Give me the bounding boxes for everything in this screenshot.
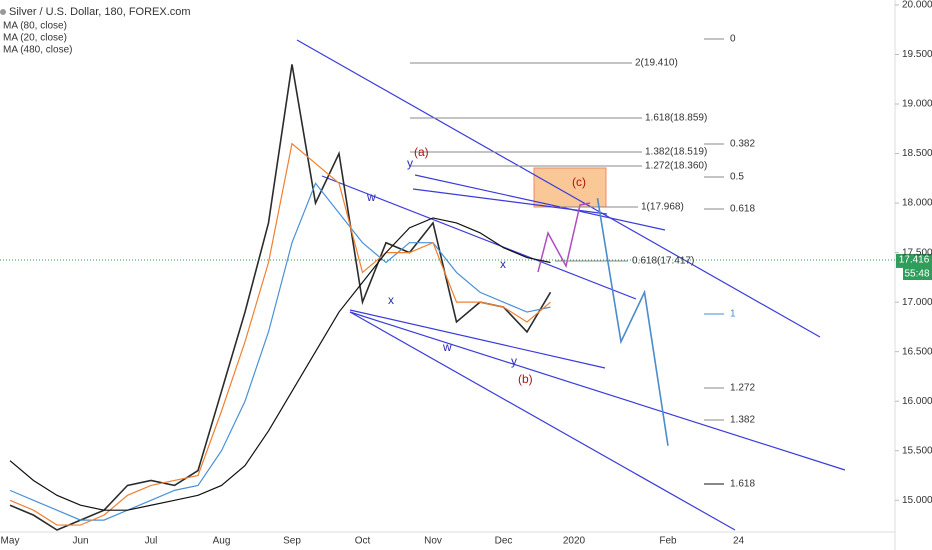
y-tick-label: 17.000 (902, 297, 932, 308)
series-line (9, 217, 551, 511)
trend-line (349, 311, 736, 531)
price-tag-label: 17.416 (899, 255, 930, 266)
trend-line (349, 311, 846, 471)
y-tick-label: 20.000 (902, 0, 932, 11)
wave-label: (b) (518, 372, 533, 386)
fib-label: 0.618(17.417) (632, 256, 694, 267)
wave-label: w (366, 190, 376, 204)
x-tick-label: May (1, 536, 20, 547)
fib-label: 1.618 (730, 479, 755, 490)
trend-line (296, 39, 821, 338)
wave-label: x (388, 293, 394, 307)
y-tick-label: 15.000 (902, 495, 932, 506)
wave-label: (a) (414, 145, 429, 159)
x-tick-label: 2020 (563, 536, 586, 547)
series-line (9, 142, 551, 526)
fib-labels: 2(19.410) 1.618(18.859) 1.382(18.519) 1.… (632, 34, 755, 490)
y-tick-label: 16.500 (902, 346, 932, 357)
y-tick-label: 18.000 (902, 198, 932, 209)
x-tick-label: Nov (424, 536, 442, 547)
series-line (9, 64, 552, 531)
x-tick-label: Jul (145, 536, 158, 547)
series-line (596, 198, 669, 446)
trend-line (321, 175, 637, 300)
y-tick-label: 16.000 (902, 396, 932, 407)
chart-title: Silver / U.S. Dollar, 180, FOREX.com (9, 6, 191, 18)
x-tick-label: Oct (355, 536, 371, 547)
fib-label: 1.382(18.519) (645, 147, 707, 158)
x-tick-label: 24 (733, 536, 745, 547)
trend-line (412, 188, 608, 215)
target-box (533, 167, 607, 208)
wave-label: w (442, 340, 452, 354)
fib-label: 1.618(18.859) (645, 113, 707, 124)
wave-labels: (a) y w x w x y (b) (c) (366, 145, 586, 386)
trend-line (349, 309, 606, 369)
countdown-label: 55:48 (904, 269, 929, 280)
legend-entry: MA (480, close) (3, 45, 72, 56)
x-tick-label: Dec (495, 536, 513, 547)
x-tick-label: Aug (213, 536, 231, 547)
trend-line (414, 174, 666, 231)
fib-label: 0.618 (730, 204, 755, 215)
countdown-tag (903, 267, 932, 280)
x-tick-label: Feb (659, 536, 677, 547)
x-tick-label: Jun (72, 536, 88, 547)
y-tick-label: 18.500 (902, 148, 932, 159)
fib-label: 1.272(18.360) (645, 161, 707, 172)
fib-label: 2(19.410) (635, 58, 678, 69)
wave-label: (c) (572, 175, 586, 189)
fib-label: 0.382 (730, 139, 755, 150)
fib-label: 1(17.968) (641, 202, 684, 213)
y-tick-label: 19.500 (902, 49, 932, 60)
legend-entry: MA (20, close) (3, 33, 67, 44)
fib-label: 1 (730, 309, 736, 320)
wave-label: x (500, 257, 506, 271)
wave-label: y (407, 156, 413, 170)
legend-entry: MA (80, close) (3, 21, 67, 32)
y-tick-label: 17.500 (902, 247, 932, 258)
y-tick-label: 15.500 (902, 445, 932, 456)
projection-path (537, 202, 591, 273)
y-tick-label: 19.000 (902, 99, 932, 110)
price-tag (896, 253, 932, 268)
symbol-icon (0, 9, 6, 15)
fib-label: 1.382 (730, 415, 755, 426)
series-line (9, 182, 551, 521)
drawings (0, 38, 895, 531)
fib-label: 1.272 (730, 383, 755, 394)
wave-label: y (511, 354, 517, 368)
x-tick-label: Sep (283, 536, 301, 547)
fib-label: 0 (730, 34, 736, 45)
fib-label: 0.5 (730, 172, 744, 183)
